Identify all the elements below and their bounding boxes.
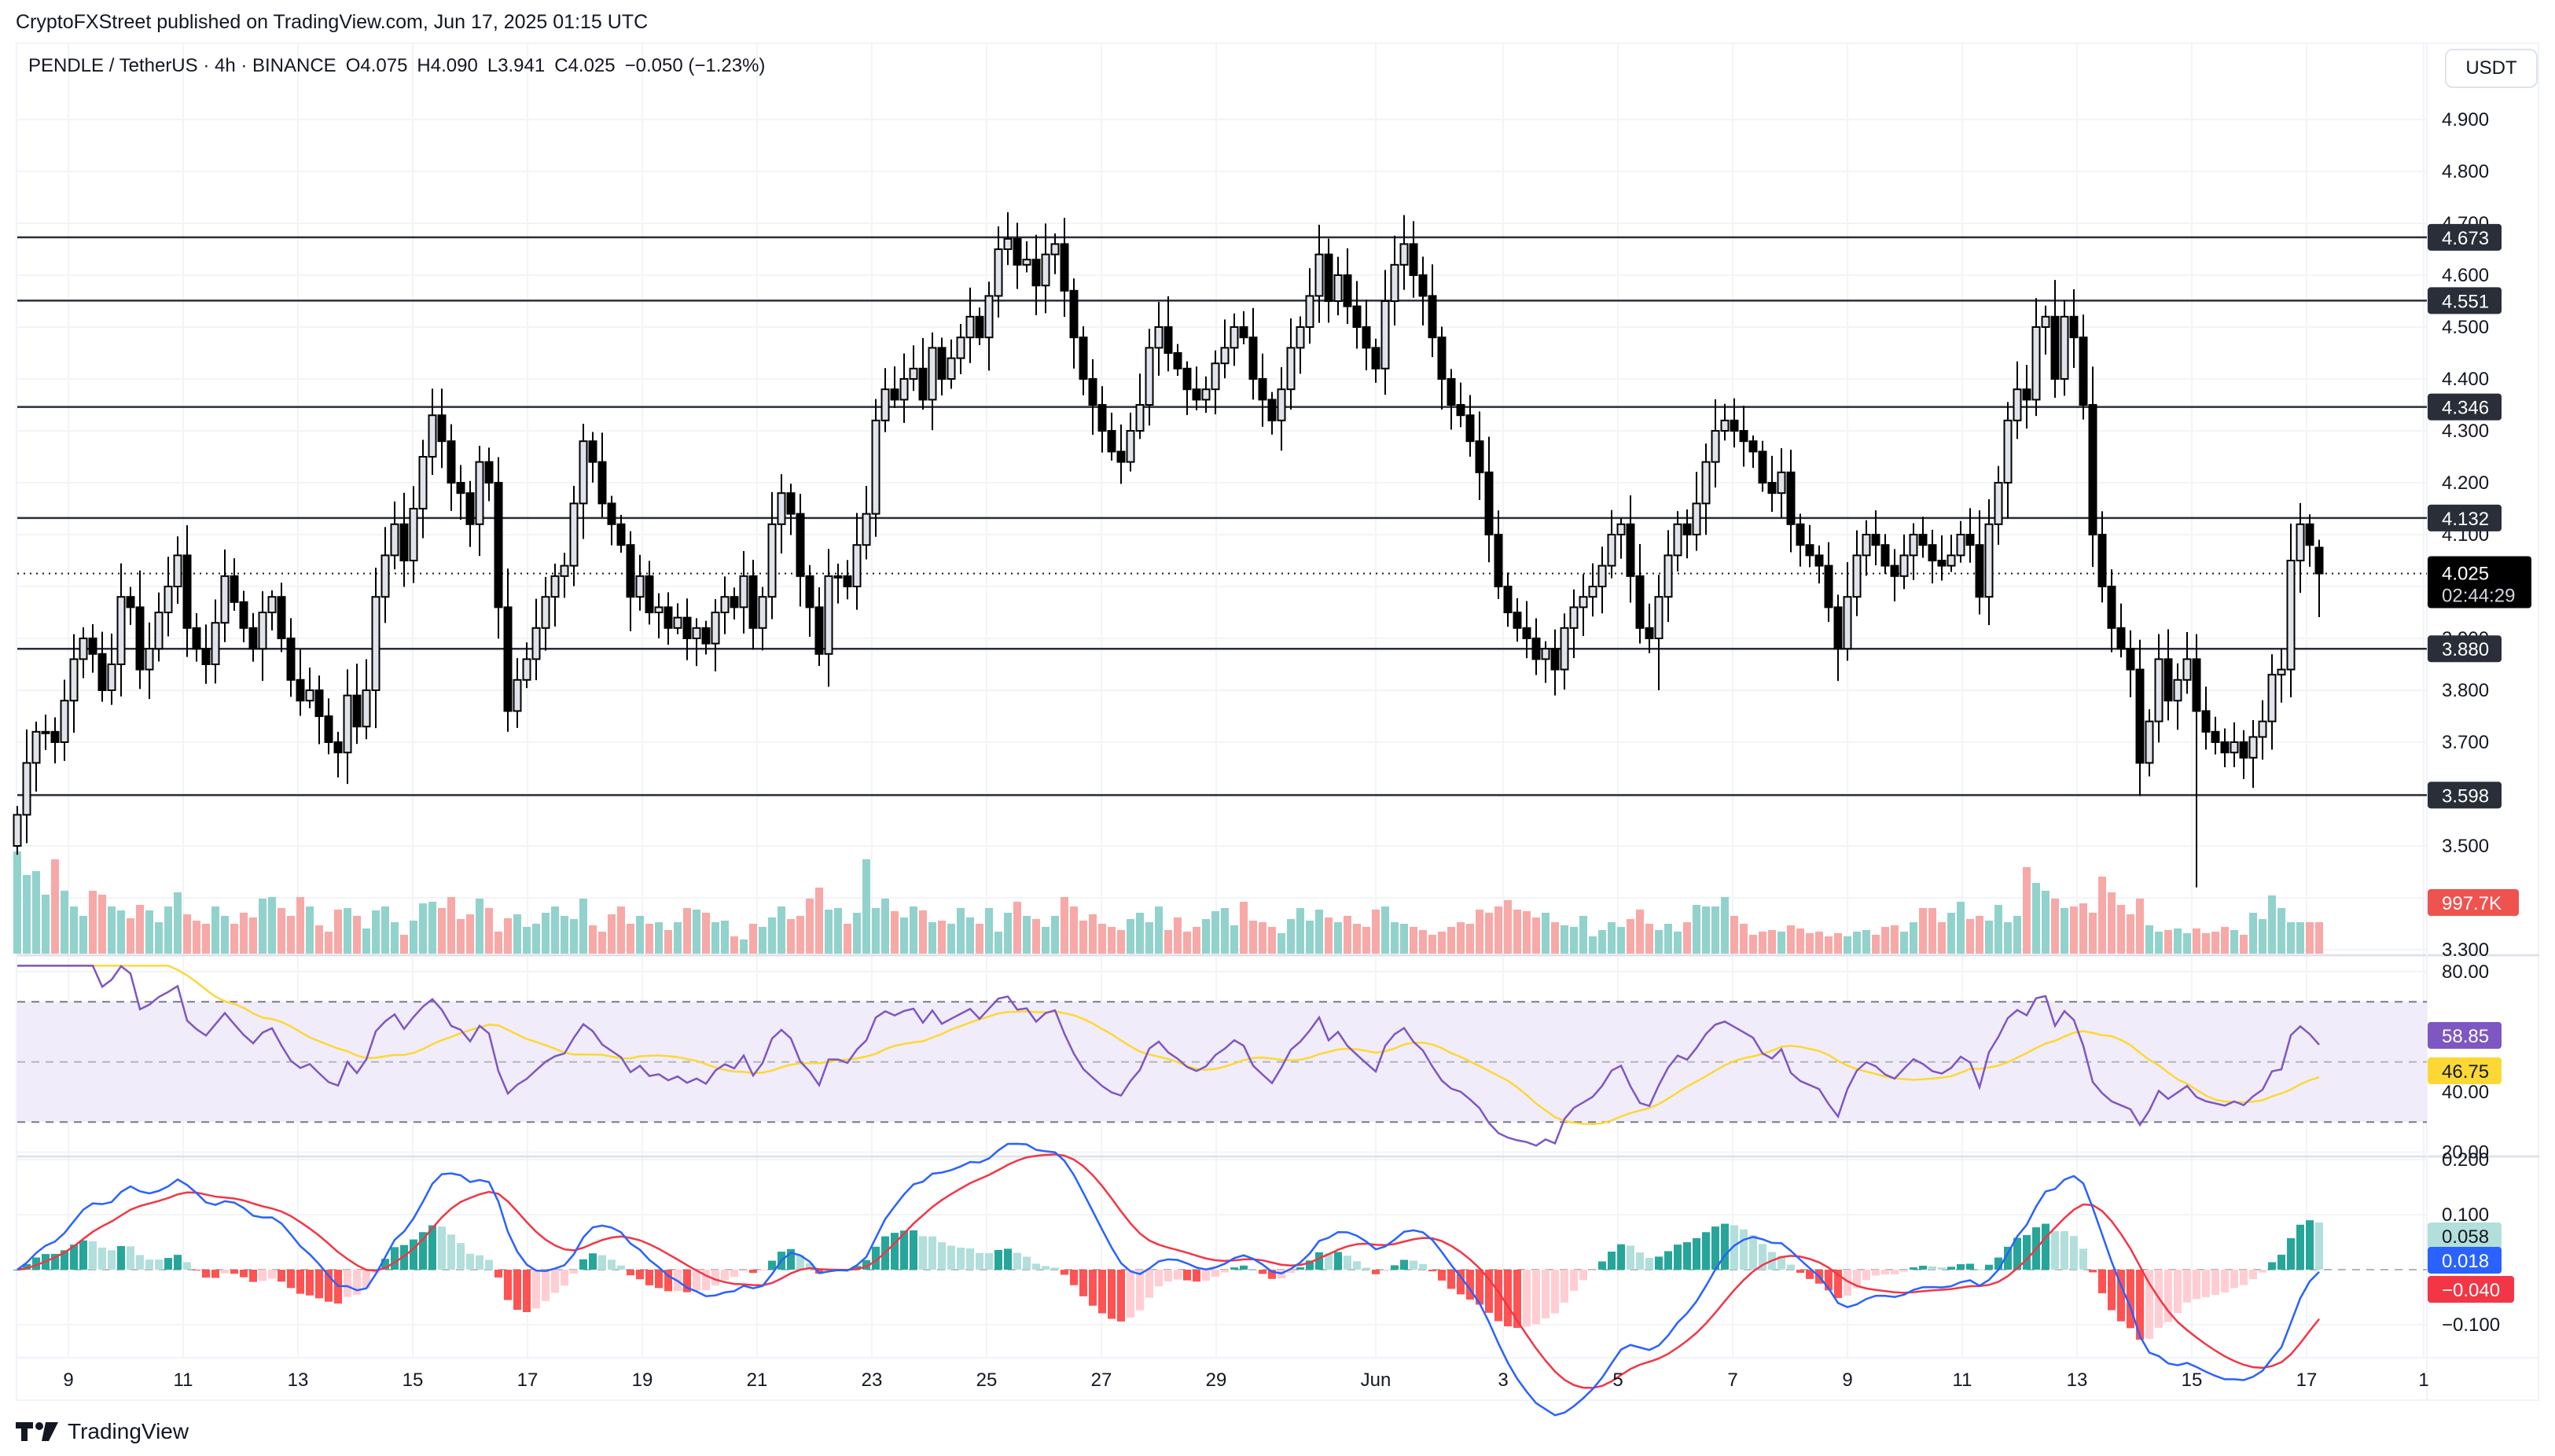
svg-text:27: 27	[1091, 1370, 1112, 1391]
level-price-tag: 4.346	[2428, 393, 2502, 421]
macd-axis[interactable]: 0.200 0.100 −0.100 0.058 0.018 −0.040	[2428, 1149, 2514, 1336]
svg-text:02:44:29: 02:44:29	[2442, 586, 2515, 607]
footer-brand: TradingView	[16, 1419, 189, 1444]
tradingview-logo-icon	[16, 1422, 58, 1441]
rsi-pane[interactable]	[17, 965, 2427, 1147]
symbol-title[interactable]: PENDLE / TetherUS · 4h · BINANCE	[28, 55, 336, 76]
svg-text:4.132: 4.132	[2442, 509, 2489, 530]
svg-text:4.346: 4.346	[2442, 398, 2489, 419]
svg-text:3.500: 3.500	[2442, 836, 2489, 857]
svg-text:29: 29	[1206, 1370, 1227, 1391]
svg-text:13: 13	[288, 1370, 309, 1391]
svg-text:997.7K: 997.7K	[2442, 893, 2502, 914]
svg-text:11: 11	[1953, 1370, 1972, 1391]
svg-text:58.85: 58.85	[2442, 1026, 2489, 1047]
macd-signal-line	[17, 1153, 2320, 1389]
rsi-ma-line	[17, 965, 2320, 1126]
svg-text:21: 21	[747, 1370, 768, 1391]
svg-text:4.400: 4.400	[2442, 369, 2489, 390]
svg-text:4.800: 4.800	[2442, 161, 2489, 182]
svg-text:5: 5	[1612, 1370, 1623, 1391]
svg-text:0.200: 0.200	[2442, 1149, 2489, 1171]
rsi-line	[17, 965, 2320, 1147]
svg-text:9: 9	[63, 1370, 73, 1391]
svg-text:3.700: 3.700	[2442, 732, 2489, 753]
macd-signal-tag: −0.040	[2428, 1276, 2514, 1303]
svg-text:46.75: 46.75	[2442, 1061, 2489, 1083]
svg-text:9: 9	[1842, 1370, 1852, 1391]
svg-text:23: 23	[862, 1370, 883, 1391]
volume-tag: 997.7K	[2428, 889, 2519, 916]
level-price-tag: 3.598	[2428, 781, 2502, 809]
rsi-axis[interactable]: 80.00 40.00 20.00 58.85 46.75	[2428, 961, 2502, 1164]
svg-text:4.300: 4.300	[2442, 421, 2489, 442]
svg-text:7: 7	[1727, 1370, 1737, 1391]
svg-text:17: 17	[517, 1370, 539, 1391]
svg-text:−0.100: −0.100	[2442, 1314, 2500, 1336]
svg-text:3.800: 3.800	[2442, 680, 2489, 701]
svg-text:−0.040: −0.040	[2442, 1280, 2500, 1301]
svg-text:15: 15	[403, 1370, 424, 1391]
currency-unit-button[interactable]: USDT	[2445, 49, 2538, 88]
horizontal-levels[interactable]	[17, 236, 2427, 796]
svg-text:4.025: 4.025	[2442, 564, 2489, 585]
level-price-tag: 4.673	[2428, 223, 2502, 251]
ohlc-change: −0.050 (−1.23%)	[624, 55, 766, 76]
svg-text:25: 25	[976, 1370, 998, 1391]
ohlc-open: O4.075	[345, 55, 408, 76]
svg-text:Jun: Jun	[1361, 1370, 1391, 1391]
volume-bars	[13, 851, 2323, 954]
candlesticks[interactable]	[13, 212, 2324, 888]
time-axis[interactable]: 9 11 13 15 17 19 21 23 25 27 29 Jun 3 5 7 9 11 13 15 17 1	[63, 1370, 2428, 1391]
rsi-ma-value-tag: 46.75	[2428, 1057, 2502, 1084]
svg-text:4.673: 4.673	[2442, 228, 2489, 249]
svg-text:40.00: 40.00	[2442, 1082, 2489, 1103]
ohlc-close: C4.025	[554, 55, 616, 76]
svg-text:13: 13	[2067, 1370, 2088, 1391]
svg-text:0.018: 0.018	[2442, 1251, 2489, 1272]
level-price-tag: 4.132	[2428, 504, 2502, 531]
rsi-value-tag: 58.85	[2428, 1022, 2502, 1049]
svg-text:4.200: 4.200	[2442, 472, 2489, 494]
svg-text:17: 17	[2296, 1370, 2318, 1391]
svg-text:4.600: 4.600	[2442, 265, 2489, 286]
ohlc-low: L3.941	[487, 55, 546, 76]
svg-text:80.00: 80.00	[2442, 961, 2489, 983]
symbol-legend: PENDLE / TetherUS · 4h · BINANCE O4.075 H4…	[28, 55, 774, 77]
svg-text:3: 3	[1498, 1370, 1508, 1391]
svg-text:4.900: 4.900	[2442, 109, 2489, 131]
svg-text:4.551: 4.551	[2442, 291, 2489, 312]
svg-text:1: 1	[2418, 1370, 2428, 1391]
level-price-tag: 4.551	[2428, 287, 2502, 314]
level-price-tag: 3.880	[2428, 635, 2502, 663]
chart-frame	[16, 42, 2539, 1401]
svg-text:19: 19	[632, 1370, 653, 1391]
publish-line: CryptoFXStreet published on TradingView.…	[16, 11, 649, 33]
svg-text:3.880: 3.880	[2442, 639, 2489, 660]
macd-hist-tag: 0.058	[2428, 1223, 2502, 1249]
svg-text:0.100: 0.100	[2442, 1204, 2489, 1226]
svg-text:15: 15	[2182, 1370, 2203, 1391]
footer-brand-text: TradingView	[68, 1419, 189, 1443]
macd-line	[17, 1142, 2320, 1417]
macd-pane[interactable]	[13, 1142, 2427, 1417]
price-axis[interactable]: 4.9004.8004.7004.6004.5004.4004.3004.200…	[2428, 109, 2531, 961]
ohlc-high: H4.090	[417, 55, 478, 76]
svg-text:3.598: 3.598	[2442, 785, 2489, 807]
svg-text:11: 11	[174, 1370, 193, 1391]
svg-text:3.300: 3.300	[2442, 939, 2489, 961]
svg-text:0.058: 0.058	[2442, 1226, 2489, 1248]
svg-text:20.00: 20.00	[2442, 1142, 2489, 1164]
grid	[17, 44, 2427, 1357]
macd-value-tag: 0.018	[2428, 1247, 2502, 1274]
svg-text:4.500: 4.500	[2442, 317, 2489, 338]
